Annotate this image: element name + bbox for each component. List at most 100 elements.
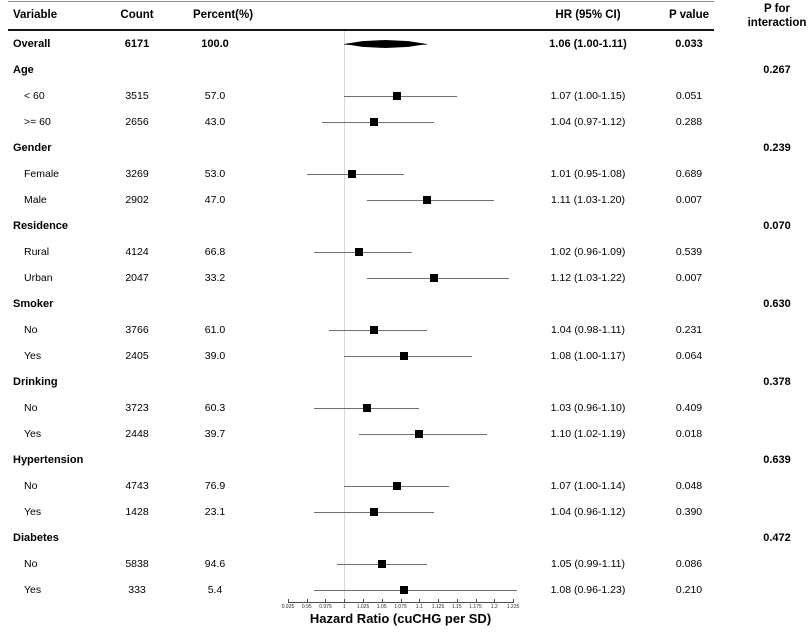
- row-residence: Residence 0.070: [0, 213, 808, 239]
- variable-label: Overall: [13, 38, 51, 50]
- col-header-variable: Variable: [13, 9, 58, 21]
- axis-tick-label: 1.2: [490, 604, 498, 610]
- p-value: 0.033: [675, 38, 703, 50]
- axis-tick: [419, 599, 421, 603]
- variable-label: No: [24, 480, 38, 492]
- p-value: 0.086: [675, 558, 703, 570]
- ci-line: [314, 590, 517, 591]
- p-value: 0.007: [675, 272, 703, 284]
- count-value: 4743: [125, 480, 149, 492]
- percent-value: 94.6: [204, 558, 226, 570]
- percent-value: 100.0: [201, 38, 229, 50]
- hr-ci-value: 1.10 (1.02-1.19): [550, 428, 626, 440]
- row-no: No 4743 76.9 1.07 (1.00-1.14) 0.048: [0, 473, 808, 499]
- point-marker: [430, 274, 439, 282]
- variable-label: Female: [24, 168, 60, 180]
- hr-ci-value: 1.06 (1.00-1.11): [549, 38, 627, 50]
- ci-plot: [288, 473, 513, 499]
- count-value: 2448: [125, 428, 149, 440]
- variable-label: Yes: [24, 428, 42, 440]
- p-value: 0.409: [675, 402, 703, 414]
- variable-label: Diabetes: [13, 532, 59, 544]
- axis-tick-label: 1.125: [431, 604, 445, 610]
- point-marker: [400, 352, 409, 360]
- ci-plot: [288, 421, 513, 447]
- count-value: 2047: [125, 272, 149, 284]
- variable-label: Rural: [24, 246, 50, 258]
- count-value: 1428: [125, 506, 149, 518]
- ci-plot: [288, 551, 513, 577]
- percent-value: 76.9: [204, 480, 226, 492]
- col-header-hr-ci: HR (95% CI): [555, 9, 621, 21]
- summary-diamond: [344, 40, 427, 48]
- axis-tick: [325, 599, 327, 603]
- hr-ci-value: 1.07 (1.00-1.14): [550, 480, 626, 492]
- p-value: 0.018: [675, 428, 703, 440]
- hr-ci-value: 1.03 (0.96-1.10): [550, 402, 626, 414]
- p-interaction-value: 0.239: [763, 142, 791, 154]
- variable-label: Age: [13, 64, 34, 76]
- variable-label: Male: [24, 194, 47, 206]
- count-value: 5838: [125, 558, 149, 570]
- hr-ci-value: 1.12 (1.03-1.22): [550, 272, 626, 284]
- variable-label: Yes: [24, 584, 42, 596]
- axis-tick-label: 1.225: [506, 604, 520, 610]
- axis-tick: [456, 599, 458, 603]
- point-marker: [422, 196, 431, 204]
- variable-label: Residence: [13, 220, 69, 232]
- percent-value: 33.2: [204, 272, 226, 284]
- p-value: 0.689: [675, 168, 703, 180]
- axis-tick: [475, 599, 477, 603]
- p-value: 0.539: [675, 246, 703, 258]
- row-smoker: Smoker 0.630: [0, 291, 808, 317]
- point-marker: [370, 326, 379, 334]
- p-value: 0.288: [675, 116, 703, 128]
- col-header-p-interaction: P for interaction: [727, 2, 808, 30]
- percent-value: 57.0: [204, 90, 226, 102]
- point-marker: [377, 560, 386, 568]
- row-drinking: Drinking 0.378: [0, 369, 808, 395]
- ci-plot: [288, 161, 513, 187]
- row-yes: Yes 333 5.4 1.08 (0.96-1.23) 0.210: [0, 577, 808, 603]
- ci-plot: [288, 317, 513, 343]
- variable-label: Smoker: [13, 298, 54, 310]
- rows-container: Overall 6171 100.0 1.06 (1.00-1.11) 0.033 Age…: [0, 31, 808, 603]
- axis-tick: [513, 599, 514, 603]
- hr-ci-value: 1.08 (0.96-1.23): [550, 584, 626, 596]
- header-rule: [8, 29, 714, 31]
- col-header-p-interaction-line1: P for: [764, 3, 790, 15]
- hr-ci-value: 1.04 (0.96-1.12): [550, 506, 626, 518]
- axis-tick-label: 1.15: [451, 604, 462, 610]
- variable-label: < 60: [24, 90, 45, 102]
- axis-tick: [400, 599, 402, 603]
- variable-label: Gender: [13, 142, 52, 154]
- hr-ci-value: 1.07 (1.00-1.15): [550, 90, 626, 102]
- row-diabetes: Diabetes 0.472: [0, 525, 808, 551]
- variable-label: >= 60: [24, 116, 51, 128]
- row-urban: Urban 2047 33.2 1.12 (1.03-1.22) 0.007: [0, 265, 808, 291]
- variable-label: No: [24, 324, 38, 336]
- row--60: >= 60 2656 43.0 1.04 (0.97-1.12) 0.288: [0, 109, 808, 135]
- row-no: No 3766 61.0 1.04 (0.98-1.11) 0.231: [0, 317, 808, 343]
- axis-tick-label: 1.075: [394, 604, 407, 610]
- percent-value: 47.0: [204, 194, 226, 206]
- hr-ci-value: 1.05 (0.99-1.11): [551, 558, 625, 570]
- p-interaction-value: 0.070: [763, 220, 791, 232]
- ci-plot: [288, 109, 513, 135]
- point-marker: [347, 170, 356, 178]
- x-axis-title: Hazard Ratio (cuCHG per SD): [309, 611, 492, 626]
- count-value: 3766: [125, 324, 149, 336]
- p-interaction-value: 0.630: [763, 298, 791, 310]
- ci-plot: [288, 31, 513, 57]
- axis-tick: [494, 599, 496, 603]
- variable-label: No: [24, 402, 38, 414]
- percent-value: 39.7: [204, 428, 226, 440]
- variable-label: Yes: [24, 506, 42, 518]
- row-rural: Rural 4124 66.8 1.02 (0.96-1.09) 0.539: [0, 239, 808, 265]
- axis-tick: [381, 599, 383, 603]
- p-value: 0.231: [675, 324, 703, 336]
- hr-ci-value: 1.04 (0.97-1.12): [550, 116, 626, 128]
- percent-value: 60.3: [204, 402, 226, 414]
- variable-label: No: [24, 558, 38, 570]
